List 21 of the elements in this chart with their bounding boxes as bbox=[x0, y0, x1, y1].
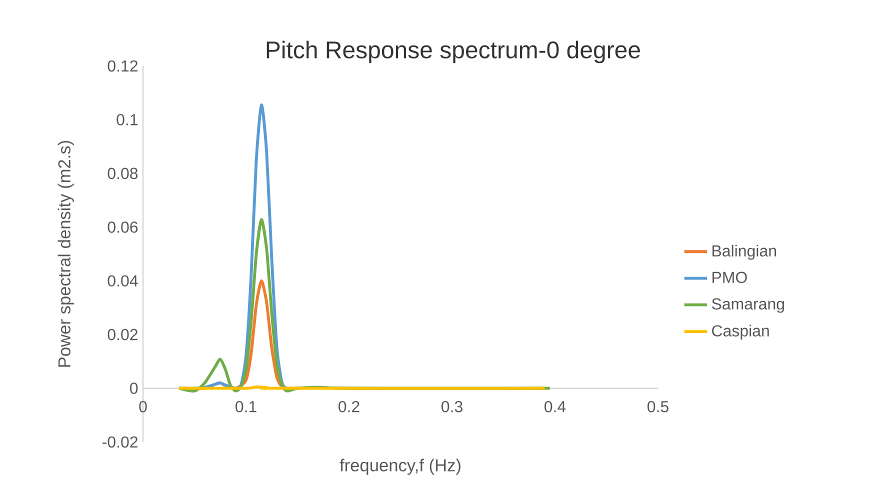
y-tick-label: 0.12 bbox=[108, 60, 138, 72]
y-tick-label: 0.02 bbox=[108, 328, 138, 340]
y-tick-label: 0.06 bbox=[108, 221, 138, 233]
y-axis-title: Power spectral density (m2.s) bbox=[58, 140, 74, 367]
x-tick-label: 0.3 bbox=[442, 400, 462, 412]
x-tick-label: 0.5 bbox=[648, 400, 668, 412]
x-tick-label: 0.1 bbox=[236, 400, 256, 412]
legend-label: Samarang bbox=[712, 298, 784, 313]
y-tick-label: -0.02 bbox=[102, 436, 138, 448]
legend-label: PMO bbox=[712, 272, 747, 284]
x-tick-label: 0 bbox=[139, 400, 147, 412]
x-axis-title: frequency,f (Hz) bbox=[340, 458, 460, 475]
legend-label: Caspian bbox=[712, 324, 769, 340]
x-tick-label: 0.2 bbox=[338, 400, 360, 412]
y-tick-label: 0 bbox=[130, 382, 138, 394]
legend-label: Balingian bbox=[712, 244, 776, 260]
chart-title: Pitch Response spectrum-0 degree bbox=[266, 40, 640, 64]
y-tick-label: 0.1 bbox=[116, 114, 138, 126]
y-tick-label: 0.04 bbox=[108, 275, 138, 286]
y-tick-label: 0.08 bbox=[108, 168, 138, 180]
x-tick-label: 0.4 bbox=[544, 400, 566, 412]
